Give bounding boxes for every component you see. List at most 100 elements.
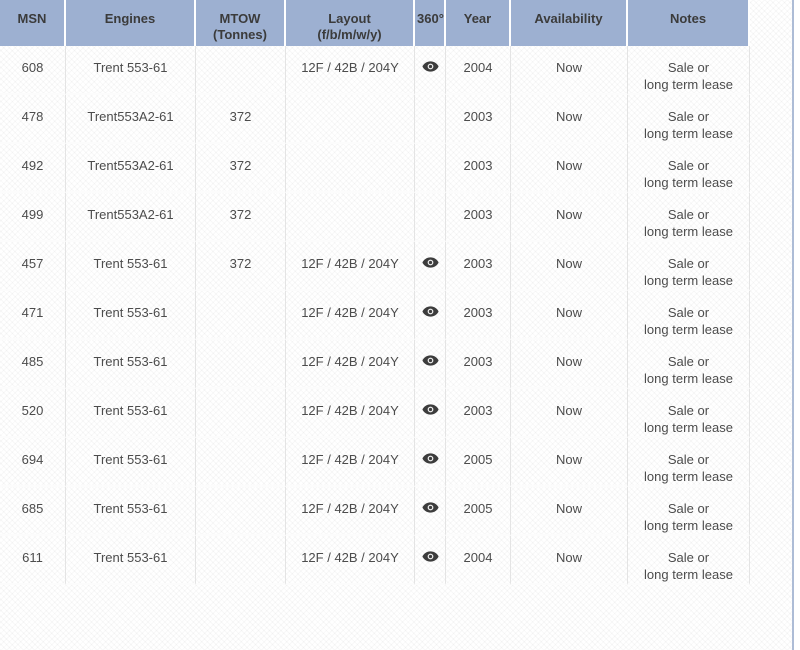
engines-value: Trent553A2-61 <box>87 158 174 173</box>
notes-line-1: Sale or <box>667 305 710 320</box>
cell-360-view <box>415 438 446 487</box>
table-row: 492 Trent553A2-61 372 2003 Now Sale or long te… <box>0 144 750 193</box>
availability-value: Now <box>555 207 582 222</box>
cell-360-view <box>415 95 446 144</box>
notes-line-2: long term lease <box>644 469 733 484</box>
msn-value: 485 <box>21 354 44 369</box>
cell-year: 2004 <box>446 536 511 585</box>
cell-availability: Now <box>511 291 628 340</box>
notes-line-1: Sale or <box>667 501 710 516</box>
table-row: 685 Trent 553-61 12F / 42B / 204Y 2005 Now Sa… <box>0 487 750 536</box>
engines-value: Trent553A2-61 <box>87 207 174 222</box>
cell-availability: Now <box>511 193 628 242</box>
layout-value: 12F / 42B / 204Y <box>301 501 399 516</box>
cell-layout: 12F / 42B / 204Y <box>286 487 415 536</box>
eye-360-view-icon[interactable] <box>421 551 439 562</box>
column-header-label: Layout <box>328 11 371 26</box>
cell-availability: Now <box>511 340 628 389</box>
cell-msn: 520 <box>0 389 66 438</box>
msn-value: 478 <box>21 109 44 124</box>
cell-layout: 12F / 42B / 204Y <box>286 340 415 389</box>
cell-engines: Trent 553-61 <box>66 438 196 487</box>
notes-line-2: long term lease <box>644 322 733 337</box>
year-value: 2003 <box>463 207 493 222</box>
cell-mtow: 372 <box>196 144 286 193</box>
table-row: 485 Trent 553-61 12F / 42B / 204Y 2003 Now Sa… <box>0 340 750 389</box>
engines-value: Trent 553-61 <box>93 501 168 516</box>
column-header-label: MTOW <box>219 11 261 26</box>
msn-value: 457 <box>21 256 44 271</box>
cell-layout <box>286 144 415 193</box>
cell-availability: Now <box>511 487 628 536</box>
eye-360-view-icon[interactable] <box>421 61 439 72</box>
cell-layout: 12F / 42B / 204Y <box>286 291 415 340</box>
cell-360-view <box>415 242 446 291</box>
cell-engines: Trent 553-61 <box>66 340 196 389</box>
cell-360-view <box>415 340 446 389</box>
year-value: 2004 <box>463 60 493 75</box>
layout-value: 12F / 42B / 204Y <box>301 354 399 369</box>
year-value: 2003 <box>463 109 493 124</box>
engines-value: Trent 553-61 <box>93 60 168 75</box>
engines-value: Trent 553-61 <box>93 403 168 418</box>
cell-mtow <box>196 389 286 438</box>
notes-line-1: Sale or <box>667 109 710 124</box>
cell-availability: Now <box>511 242 628 291</box>
notes-line-2: long term lease <box>644 175 733 190</box>
notes-line-2: long term lease <box>644 77 733 92</box>
cell-notes: Sale or long term lease <box>628 144 750 193</box>
cell-availability: Now <box>511 144 628 193</box>
cell-engines: Trent 553-61 <box>66 46 196 95</box>
mtow-value: 372 <box>229 207 252 222</box>
cell-mtow: 372 <box>196 242 286 291</box>
eye-360-view-icon[interactable] <box>421 355 439 366</box>
cell-mtow <box>196 438 286 487</box>
cell-notes: Sale or long term lease <box>628 291 750 340</box>
msn-value: 608 <box>21 60 44 75</box>
table-header: MSN Engines MTOW (Tonnes) Layout (f/b/m/w/y) 3… <box>0 0 750 46</box>
layout-value: 12F / 42B / 204Y <box>301 305 399 320</box>
cell-layout <box>286 95 415 144</box>
eye-360-view-icon[interactable] <box>421 404 439 415</box>
availability-value: Now <box>555 354 582 369</box>
availability-value: Now <box>555 158 582 173</box>
notes-line-2: long term lease <box>644 273 733 288</box>
cell-availability: Now <box>511 389 628 438</box>
cell-notes: Sale or long term lease <box>628 95 750 144</box>
cell-360-view <box>415 193 446 242</box>
cell-msn: 485 <box>0 340 66 389</box>
layout-value: 12F / 42B / 204Y <box>301 550 399 565</box>
year-value: 2005 <box>463 501 493 516</box>
table-body: 608 Trent 553-61 12F / 42B / 204Y 2004 Now Sa… <box>0 46 750 585</box>
eye-360-view-icon[interactable] <box>421 257 439 268</box>
cell-notes: Sale or long term lease <box>628 46 750 95</box>
header-row: MSN Engines MTOW (Tonnes) Layout (f/b/m/w/y) 3… <box>0 0 750 46</box>
availability-value: Now <box>555 501 582 516</box>
eye-360-view-icon[interactable] <box>421 502 439 513</box>
availability-value: Now <box>555 305 582 320</box>
column-header-label: 360° <box>417 11 444 26</box>
cell-year: 2005 <box>446 438 511 487</box>
eye-360-view-icon[interactable] <box>421 453 439 464</box>
table-row: 478 Trent553A2-61 372 2003 Now Sale or long te… <box>0 95 750 144</box>
cell-engines: Trent 553-61 <box>66 242 196 291</box>
year-value: 2005 <box>463 452 493 467</box>
column-header-availability: Availability <box>511 0 628 46</box>
msn-value: 499 <box>21 207 44 222</box>
column-header-label: Availability <box>534 11 603 26</box>
eye-360-view-icon[interactable] <box>421 306 439 317</box>
availability-value: Now <box>555 550 582 565</box>
engines-value: Trent 553-61 <box>93 305 168 320</box>
cell-mtow <box>196 536 286 585</box>
cell-year: 2005 <box>446 487 511 536</box>
msn-value: 520 <box>21 403 44 418</box>
cell-360-view <box>415 144 446 193</box>
column-header-msn: MSN <box>0 0 66 46</box>
table-row: 457 Trent 553-61 372 12F / 42B / 204Y 2003 No… <box>0 242 750 291</box>
column-header-label: MSN <box>17 11 47 26</box>
msn-value: 611 <box>22 550 43 565</box>
layout-value: 12F / 42B / 204Y <box>301 60 399 75</box>
cell-availability: Now <box>511 95 628 144</box>
engines-value: Trent 553-61 <box>93 452 168 467</box>
cell-year: 2003 <box>446 95 511 144</box>
